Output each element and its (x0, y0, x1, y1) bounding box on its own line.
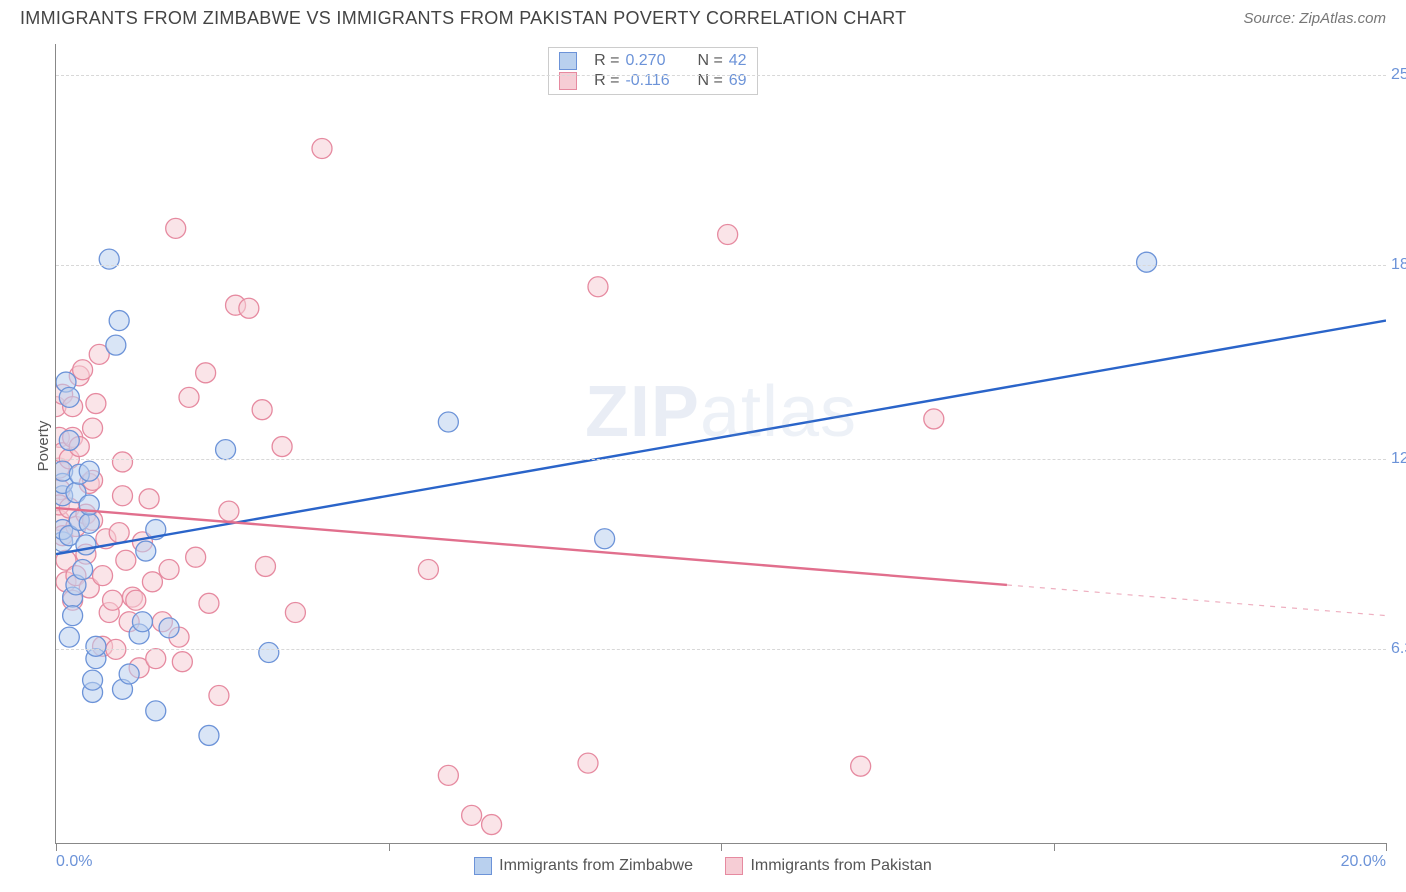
series-legend: Immigrants from Zimbabwe Immigrants from… (0, 857, 1406, 880)
stats-row-zimbabwe: R = 0.270 N = 42 (559, 51, 746, 71)
data-point-zimbabwe (59, 430, 79, 450)
data-point-pakistan (159, 559, 179, 579)
data-point-zimbabwe (86, 636, 106, 656)
trend-line-zimbabwe (56, 321, 1386, 555)
data-point-zimbabwe (59, 627, 79, 647)
data-point-pakistan (718, 225, 738, 245)
y-tick-label: 18.8% (1391, 256, 1406, 274)
x-tick (56, 843, 57, 851)
data-point-pakistan (166, 218, 186, 238)
data-point-pakistan (578, 753, 598, 773)
data-point-pakistan (109, 523, 129, 543)
data-point-pakistan (83, 418, 103, 438)
n-label: N = (697, 52, 722, 70)
n-value-zimbabwe: 42 (729, 52, 747, 70)
data-point-pakistan (272, 437, 292, 457)
data-point-zimbabwe (119, 664, 139, 684)
data-point-pakistan (196, 363, 216, 383)
data-point-pakistan (73, 360, 93, 380)
data-point-zimbabwe (76, 535, 96, 555)
data-point-pakistan (172, 652, 192, 672)
data-point-pakistan (851, 756, 871, 776)
data-point-zimbabwe (63, 606, 83, 626)
chart-source: Source: ZipAtlas.com (1243, 10, 1386, 27)
legend-swatch-pakistan (725, 857, 743, 875)
data-point-pakistan (438, 765, 458, 785)
data-point-pakistan (86, 394, 106, 414)
data-point-zimbabwe (259, 642, 279, 662)
data-point-pakistan (179, 387, 199, 407)
chart-header: IMMIGRANTS FROM ZIMBABWE VS IMMIGRANTS F… (0, 0, 1406, 33)
data-point-pakistan (924, 409, 944, 429)
data-point-pakistan (126, 590, 146, 610)
data-point-pakistan (418, 559, 438, 579)
data-point-zimbabwe (59, 387, 79, 407)
x-tick (1386, 843, 1387, 851)
legend-item-zimbabwe: Immigrants from Zimbabwe (474, 857, 693, 875)
stats-legend: R = 0.270 N = 42 R = -0.116 N = 69 (548, 47, 757, 95)
data-point-pakistan (186, 547, 206, 567)
data-point-zimbabwe (79, 461, 99, 481)
data-point-pakistan (139, 489, 159, 509)
gridline (56, 75, 1386, 76)
y-tick-label: 25.0% (1391, 66, 1406, 84)
legend-label-pakistan: Immigrants from Pakistan (750, 857, 931, 875)
legend-swatch-zimbabwe (474, 857, 492, 875)
r-value-zimbabwe: 0.270 (625, 52, 681, 70)
data-point-zimbabwe (438, 412, 458, 432)
data-point-pakistan (199, 593, 219, 613)
data-point-zimbabwe (79, 513, 99, 533)
data-point-pakistan (219, 501, 239, 521)
data-point-pakistan (93, 566, 113, 586)
data-point-zimbabwe (595, 529, 615, 549)
legend-label-zimbabwe: Immigrants from Zimbabwe (499, 857, 693, 875)
data-point-zimbabwe (109, 311, 129, 331)
data-point-zimbabwe (216, 440, 236, 460)
data-point-pakistan (116, 550, 136, 570)
data-point-pakistan (482, 815, 502, 835)
trend-line-ext-pakistan (1007, 585, 1386, 616)
x-tick (1054, 843, 1055, 851)
data-point-pakistan (113, 452, 133, 472)
gridline (56, 649, 1386, 650)
scatter-plot (56, 44, 1386, 843)
r-label: R = (594, 52, 619, 70)
chart-title: IMMIGRANTS FROM ZIMBABWE VS IMMIGRANTS F… (20, 8, 906, 29)
data-point-zimbabwe (136, 541, 156, 561)
gridline (56, 265, 1386, 266)
data-point-zimbabwe (73, 559, 93, 579)
gridline (56, 459, 1386, 460)
data-point-zimbabwe (1137, 252, 1157, 272)
y-tick-label: 6.3% (1391, 640, 1406, 658)
data-point-pakistan (285, 603, 305, 623)
stats-swatch-zimbabwe (559, 52, 577, 70)
legend-item-pakistan: Immigrants from Pakistan (725, 857, 931, 875)
data-point-pakistan (103, 590, 123, 610)
data-point-zimbabwe (159, 618, 179, 638)
x-tick (721, 843, 722, 851)
data-point-pakistan (146, 649, 166, 669)
data-point-pakistan (462, 805, 482, 825)
data-point-zimbabwe (199, 725, 219, 745)
data-point-pakistan (113, 486, 133, 506)
data-point-pakistan (209, 685, 229, 705)
data-point-zimbabwe (132, 612, 152, 632)
y-axis-label: Poverty (35, 421, 52, 472)
y-tick-label: 12.5% (1391, 450, 1406, 468)
data-point-pakistan (252, 400, 272, 420)
data-point-pakistan (255, 556, 275, 576)
data-point-pakistan (588, 277, 608, 297)
data-point-zimbabwe (83, 670, 103, 690)
plot-area: R = 0.270 N = 42 R = -0.116 N = 69 ZIPat… (55, 44, 1386, 844)
data-point-zimbabwe (146, 701, 166, 721)
data-point-zimbabwe (106, 335, 126, 355)
trend-line-pakistan (56, 508, 1007, 585)
data-point-pakistan (312, 138, 332, 158)
data-point-pakistan (239, 298, 259, 318)
x-tick (389, 843, 390, 851)
data-point-pakistan (142, 572, 162, 592)
